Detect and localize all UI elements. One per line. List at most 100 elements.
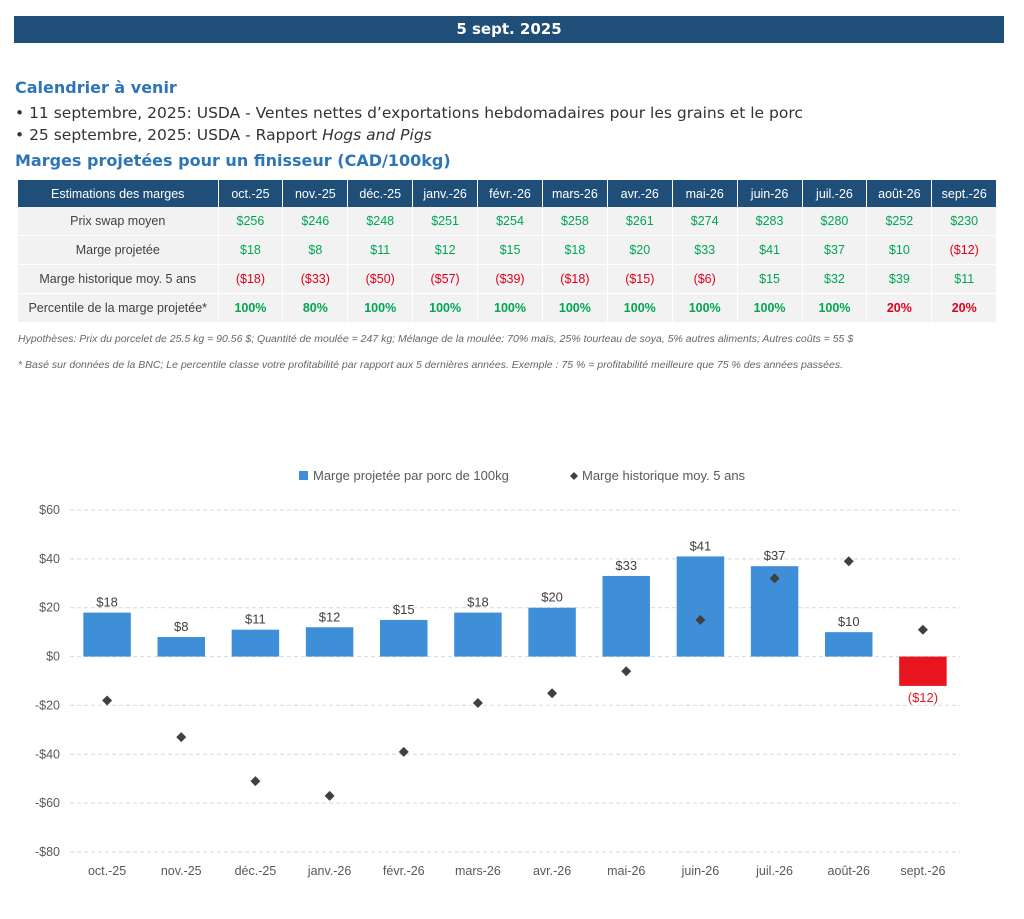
table-cell: $18 (542, 235, 608, 265)
table-cell: 100% (672, 293, 738, 323)
table-cell: ($12) (931, 235, 998, 265)
table-month-header: avr.-26 (607, 180, 673, 207)
y-tick-label: -$20 (35, 698, 60, 712)
hypotheses-note: Hypothèses: Prix du porcelet de 25.5 kg … (18, 333, 854, 345)
table-header-row: Estimations des marges oct.-25 nov.-25 déc… (18, 180, 998, 207)
table-row: Marge projetée $18 $8 $11 $12 $15 $18 $20 $33 $41… (18, 235, 998, 265)
table-cell: ($33) (282, 264, 349, 294)
bar-projected-margin (528, 607, 576, 657)
table-cell: 100% (347, 293, 414, 323)
y-tick-label: -$40 (35, 747, 60, 761)
table-cell: $8 (282, 235, 349, 265)
bar-projected-margin (231, 629, 280, 657)
table-month-header: févr.-26 (477, 180, 543, 207)
legend-historical-label: Marge historique moy. 5 ans (582, 468, 746, 483)
table-month-header: août-26 (866, 180, 933, 207)
bar-value-label: $10 (838, 614, 860, 629)
table-cell: $18 (218, 235, 284, 265)
table-cell: ($15) (607, 264, 673, 294)
x-category-label: oct.-25 (88, 864, 126, 878)
bar-projected-margin (83, 612, 131, 657)
x-category-label: mars-26 (455, 864, 501, 878)
table-cell: $251 (412, 207, 479, 236)
historical-margin-marker (250, 776, 261, 787)
table-cell: 80% (282, 293, 349, 323)
x-category-label: févr.-26 (383, 864, 425, 878)
table-cell: ($57) (412, 264, 479, 294)
margin-chart: $60 $40 $20 $0 -$20 -$40 -$60 -$80 Marge projeté… (35, 468, 960, 878)
table-cell: $11 (931, 264, 998, 294)
historical-margin-marker (176, 732, 187, 743)
table-cell: 100% (218, 293, 284, 323)
historical-margin-marker (769, 573, 780, 584)
table-row: Marge historique moy. 5 ans ($18) ($33) ($5… (18, 264, 998, 294)
y-tick-label: $60 (39, 503, 60, 517)
table-row-label: Percentile de la marge projetée* (18, 293, 219, 323)
table-month-header: juil.-26 (802, 180, 868, 207)
bar-value-label: $18 (467, 595, 489, 610)
table-cell: ($18) (542, 264, 608, 294)
x-category-label: janv.-26 (307, 864, 352, 878)
table-cell: 100% (607, 293, 673, 323)
table-row: Prix swap moyen $256 $246 $248 $251 $254 $258 $… (18, 207, 998, 236)
historical-margin-marker (472, 697, 483, 708)
x-category-label: sept.-26 (900, 864, 945, 878)
table-cell: ($50) (347, 264, 414, 294)
table-cell: $246 (282, 207, 349, 236)
table-cell: $280 (802, 207, 868, 236)
table-month-header: mars-26 (542, 180, 608, 207)
table-cell: 100% (412, 293, 479, 323)
table-cell: $252 (866, 207, 933, 236)
table-cell: $15 (737, 264, 803, 294)
table-cell: $11 (347, 235, 414, 265)
legend-bar-label: Marge projetée par porc de 100kg (313, 468, 509, 483)
table-cell: 100% (542, 293, 608, 323)
table-cell: $37 (802, 235, 868, 265)
x-category-label: juil.-26 (755, 864, 793, 878)
bar-value-label: ($12) (908, 690, 938, 705)
table-cell: $248 (347, 207, 414, 236)
bar-projected-margin (305, 627, 354, 657)
table-cell: ($6) (672, 264, 738, 294)
bar-value-label: $33 (615, 558, 637, 573)
x-category-label: avr.-26 (533, 864, 571, 878)
historical-margin-marker (324, 790, 335, 801)
table-cell: ($18) (218, 264, 284, 294)
report-date-banner: 5 sept. 2025 (14, 16, 1004, 43)
table-row-label: Marge projetée (18, 235, 219, 265)
calendar-item-2-italic: Hogs and Pigs (322, 126, 432, 144)
bar-value-label: $18 (96, 595, 118, 610)
historical-margin-marker (621, 666, 632, 677)
bar-projected-margin (899, 656, 947, 686)
calendar-title: Calendrier à venir (15, 78, 177, 97)
bar-projected-margin (602, 575, 650, 657)
margins-title: Marges projetées pour un finisseur (CAD/… (15, 151, 451, 170)
table-cell: $20 (607, 235, 673, 265)
historical-margin-marker (695, 614, 706, 625)
legend-diamond-marker (570, 472, 578, 480)
bar-projected-margin (157, 637, 205, 657)
table-row-label: Marge historique moy. 5 ans (18, 264, 219, 294)
table-cell: $274 (672, 207, 738, 236)
x-category-label: nov.-25 (161, 864, 202, 878)
y-tick-label: -$60 (35, 796, 60, 810)
bar-value-label: $11 (245, 612, 266, 627)
table-month-header: sept.-26 (931, 180, 998, 207)
x-category-label: déc.-25 (235, 864, 277, 878)
table-cell: 20% (931, 293, 998, 323)
historical-margin-marker (917, 624, 928, 635)
table-cell: ($39) (477, 264, 543, 294)
y-tick-label: $40 (39, 552, 60, 566)
table-cell: $283 (737, 207, 803, 236)
bar-value-label: $12 (319, 609, 341, 624)
legend-bar-swatch (299, 471, 308, 480)
calendar-item-1: • 11 septembre, 2025: USDA - Ventes nett… (15, 104, 803, 122)
bar-value-label: $20 (541, 590, 563, 605)
table-cell: $254 (477, 207, 543, 236)
bar-projected-margin (676, 556, 725, 657)
bar-value-label: $8 (174, 619, 188, 634)
table-cell: $41 (737, 235, 803, 265)
historical-margin-marker (547, 688, 558, 699)
table-cell: 100% (802, 293, 868, 323)
table-month-header: juin-26 (737, 180, 803, 207)
